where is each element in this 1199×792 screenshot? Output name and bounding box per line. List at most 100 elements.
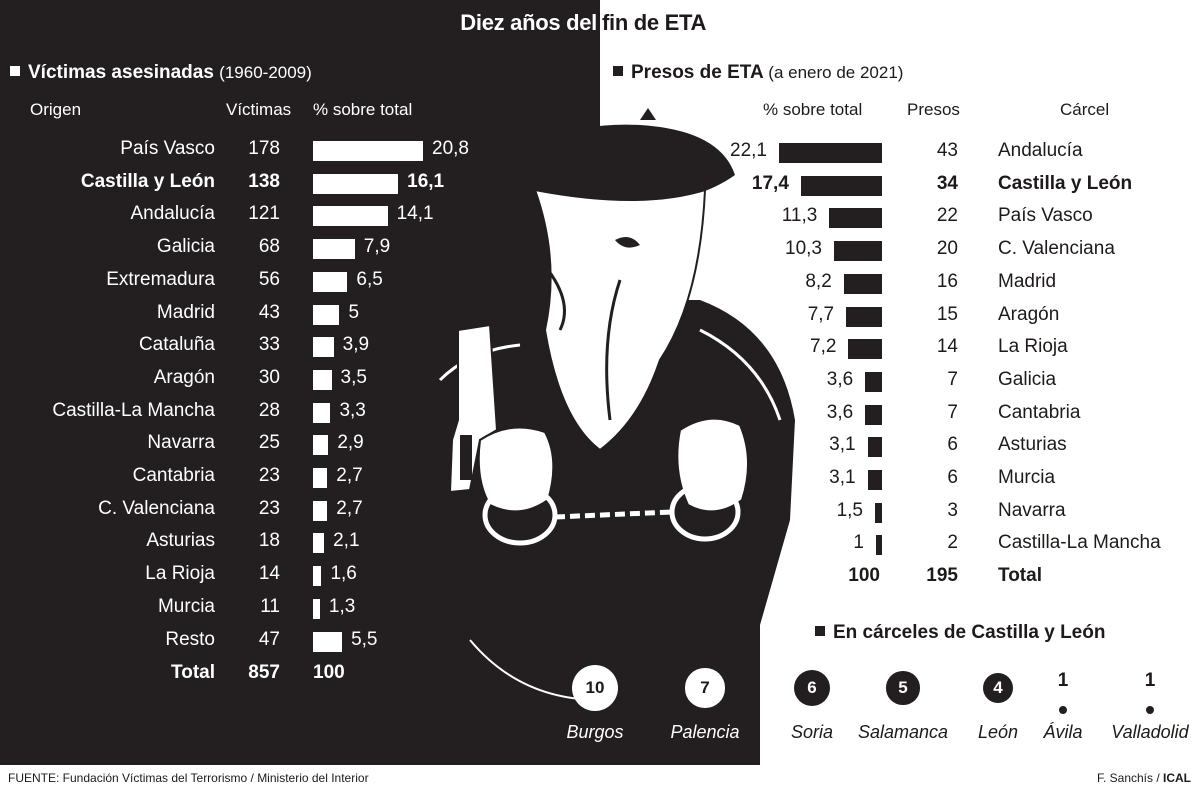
prisoners-prison-label: Castilla y León	[998, 172, 1133, 194]
victims-pct-label: 2,1	[333, 530, 360, 552]
figure-body	[415, 300, 795, 765]
victims-origin-label: Navarra	[147, 432, 215, 454]
victims-pct-label: 5	[348, 301, 360, 323]
prisoners-pct-label: 22,1	[730, 140, 767, 161]
prisoners-pct-label: 7,2	[810, 336, 837, 358]
victims-pct-label: 1,3	[328, 595, 356, 617]
prisoners-prison-label: Galicia	[998, 368, 1057, 390]
victims-count: 30	[258, 366, 280, 388]
victims-bar	[313, 271, 348, 292]
credit: F. Sanchís / ICAL	[1097, 771, 1191, 785]
victims-origin-label: Castilla-La Mancha	[52, 399, 215, 421]
victims-total-value: 857	[248, 662, 280, 683]
victims-pct-label: 3,5	[340, 366, 367, 388]
prisoners-count: 6	[947, 434, 958, 456]
cyl-prison-bubble: 5	[886, 671, 920, 705]
figure-hood	[533, 188, 707, 452]
prisoners-count: 16	[936, 270, 958, 292]
prisoners-pct-label: 3,6	[826, 401, 854, 423]
cyl-prison-count: 4	[993, 678, 1003, 697]
cyl-prison-bubble: 10	[571, 664, 619, 712]
footer-background	[0, 765, 1199, 792]
cyl-prison-city: León	[977, 722, 1019, 742]
victims-pct-label: 2,9	[337, 432, 364, 454]
victims-count: 121	[248, 203, 280, 225]
prisoners-pct-label: 10,3	[785, 238, 822, 260]
victims-count: 23	[258, 465, 280, 486]
victims-origin-label: Cantabria	[132, 465, 215, 486]
prisoners-bar	[875, 502, 882, 523]
victims-count: 43	[258, 301, 280, 323]
prisoners-count: 15	[936, 303, 958, 325]
victims-origin-label: Aragón	[153, 366, 215, 388]
victims-bar	[313, 435, 329, 456]
cyl-prison-bubble	[1059, 706, 1067, 714]
cyl-prison-bubble: 7	[685, 668, 725, 708]
prisoners-prison-label: La Rioja	[998, 336, 1068, 358]
prisoners-count: 2	[947, 532, 958, 554]
victims-count: 68	[258, 236, 280, 258]
victims-bar	[313, 631, 343, 652]
victims-bar	[313, 304, 340, 325]
victims-pct-label: 5,5	[351, 628, 378, 650]
victims-bar	[313, 500, 328, 521]
victims-origin-label: Madrid	[156, 301, 215, 323]
victims-pct-label: 16,1	[407, 170, 445, 192]
victims-pct-label: 6,5	[356, 268, 383, 290]
prisoners-prison-label: Madrid	[998, 270, 1057, 292]
prisoners-bar	[865, 371, 882, 392]
victims-bar	[313, 206, 388, 227]
victims-bar	[313, 598, 320, 619]
handcuff-right	[669, 482, 741, 542]
victims-origin-label: Resto	[165, 628, 215, 650]
cyl-prison-count: 1	[1144, 670, 1156, 691]
prisoners-bar	[833, 241, 882, 262]
victims-count: 138	[248, 170, 280, 192]
prisoners-bar	[843, 273, 882, 294]
prisoners-count: 7	[947, 401, 958, 423]
prisoners-total-value: 195	[926, 565, 958, 586]
prisoners-pct-label: 7,7	[807, 303, 835, 325]
victims-bar	[313, 141, 423, 161]
prisoners-bar	[865, 404, 882, 425]
prisoners-pct-label: 8,2	[805, 270, 832, 292]
figure-beret	[470, 124, 735, 206]
victims-count: 23	[258, 497, 280, 519]
prisoners-bar	[779, 143, 882, 163]
cyl-prison-city: Burgos	[566, 722, 624, 742]
prisoners-bar	[867, 470, 882, 490]
prisoners-pct-label: 3,6	[826, 368, 854, 390]
prisoners-count: 20	[936, 238, 958, 260]
prisoners-prison-label: Castilla-La Mancha	[998, 532, 1161, 554]
prisoners-count: 3	[947, 499, 958, 521]
victims-origin-label: Galicia	[156, 236, 215, 258]
prisoners-count: 6	[947, 467, 958, 488]
victims-origin-label: Asturias	[146, 530, 215, 552]
cyl-prison-count: 6	[807, 677, 817, 697]
cyl-prison-bubble: 4	[983, 673, 1013, 703]
prisoners-heading: Presos de ETA (a enero de 2021)	[613, 62, 903, 84]
source-note: FUENTE: Fundación Víctimas del Terrorism…	[8, 771, 369, 785]
prisoners-col-pct-header: % sobre total	[763, 100, 863, 119]
credit-agency: ICAL	[1163, 771, 1191, 785]
prisoners-prison-label: Cantabria	[998, 401, 1081, 423]
prisoners-period: (a enero de 2021)	[768, 63, 904, 82]
prisoners-prison-label: País Vasco	[998, 205, 1093, 227]
victims-pct-label: 3,9	[342, 334, 370, 356]
victims-bar	[313, 369, 332, 390]
prisoners-pct-label: 1,5	[836, 499, 863, 521]
victims-origin-label: País Vasco	[120, 138, 215, 159]
victims-pct-label: 14,1	[396, 203, 434, 225]
prisoners-bar	[848, 339, 882, 360]
prisoners-pct-label: 3,1	[829, 434, 856, 456]
victims-count: 178	[248, 138, 280, 159]
cyl-prison-bubble	[1146, 706, 1154, 714]
prisoners-bar	[876, 535, 882, 556]
prisoners-count: 14	[936, 336, 958, 358]
prisoners-prison-label: C. Valenciana	[998, 238, 1115, 260]
victims-bar	[313, 402, 331, 423]
handcuff-chain	[554, 509, 673, 520]
victims-period: (1960-2009)	[219, 63, 312, 82]
square-bullet-icon	[815, 626, 825, 636]
victims-bar	[313, 173, 399, 194]
